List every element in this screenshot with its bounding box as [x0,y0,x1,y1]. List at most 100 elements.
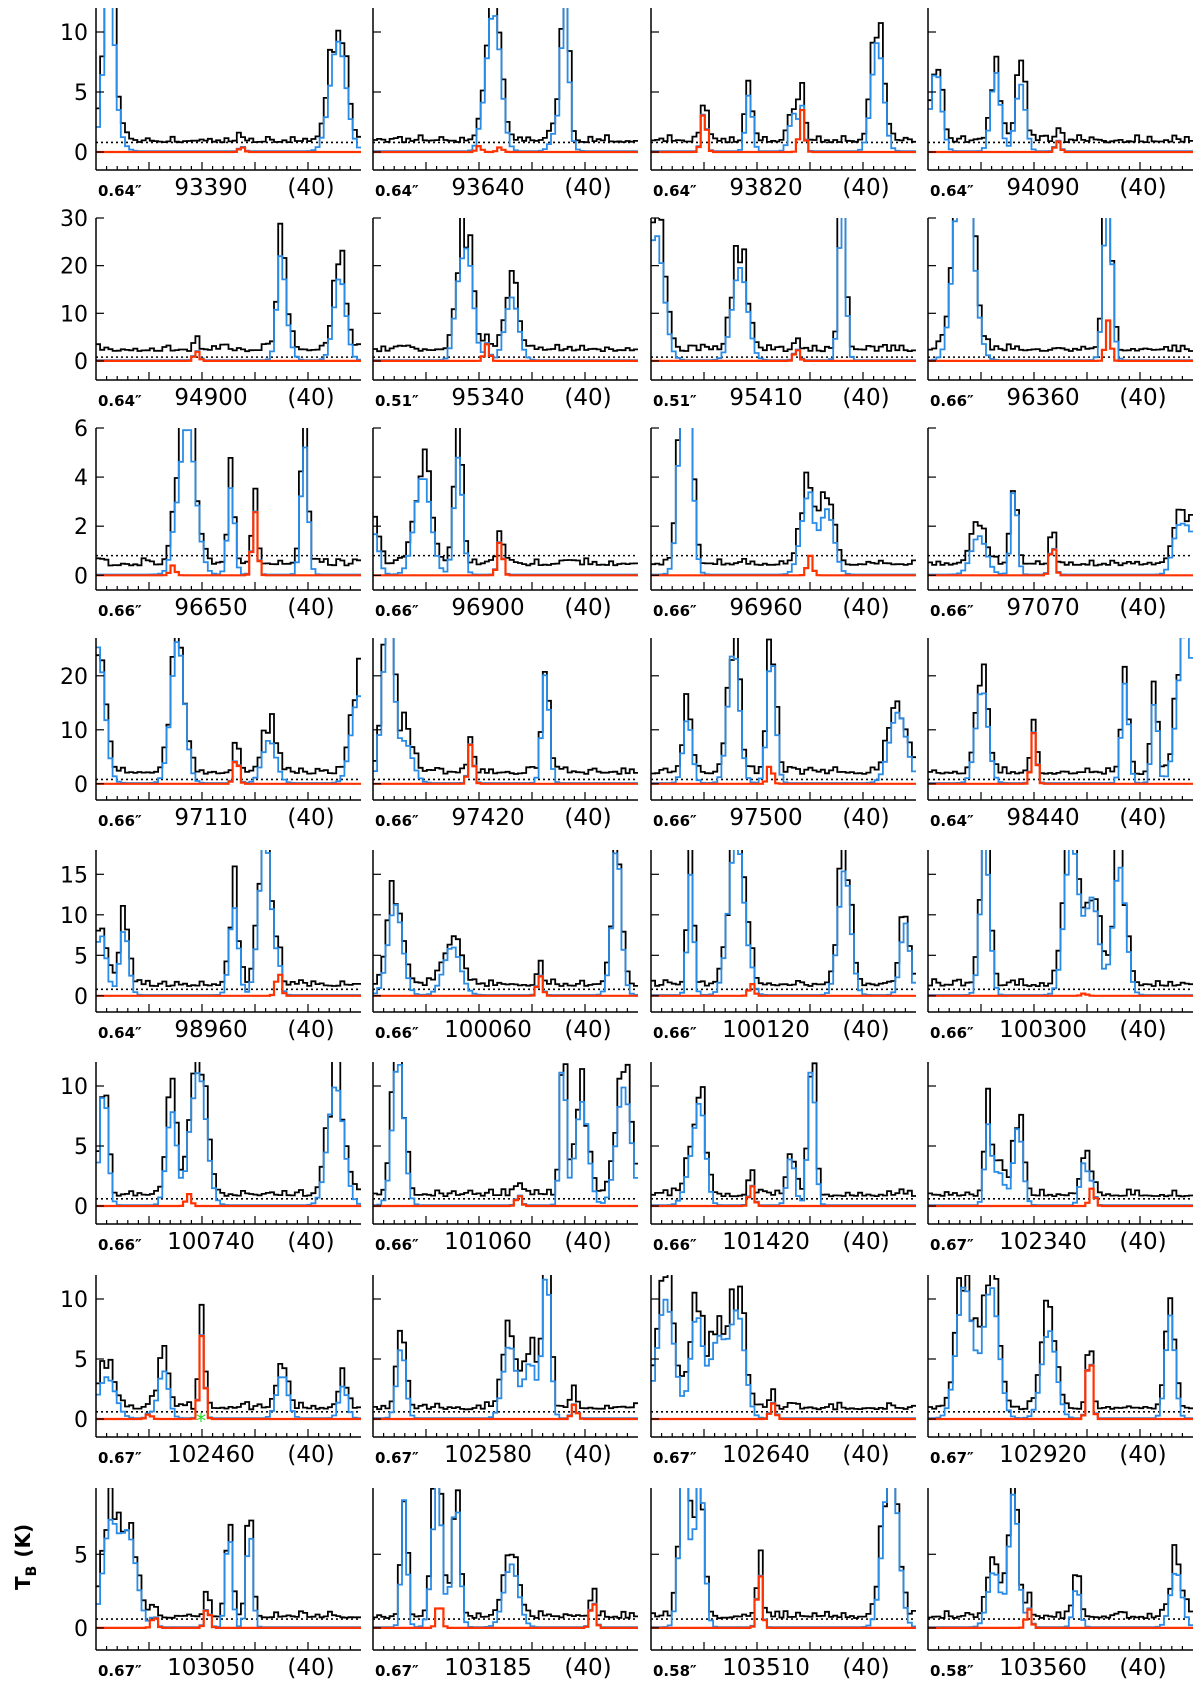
y-tick-label: 5 [74,81,88,106]
panel-94090: 0.64″ 94090 (40) [927,8,1193,201]
y-tick-label: 0 [74,350,88,375]
panel-103510: 0.58″ 103510 (40) [650,1488,916,1681]
width-label: (40) [287,1229,334,1255]
model-all-spectrum [96,850,361,996]
frequency-label: 103050 [167,1655,255,1681]
width-label: (40) [1119,385,1166,411]
model-target-spectrum [96,511,361,577]
y-tick-label: 0 [74,141,88,166]
width-label: (40) [287,595,334,621]
resolution-label: 0.51″ [375,392,419,410]
observed-spectrum [928,638,1182,775]
resolution-label: 0.67″ [98,1662,142,1680]
resolution-label: 0.67″ [375,1662,419,1680]
panel-101420: 0.66″ 101420 (40) [650,1062,916,1255]
model-target-spectrum [651,1185,916,1208]
model-target-spectrum [651,1575,916,1629]
model-target-spectrum [96,146,361,154]
model-target-spectrum [928,319,1193,362]
panel-93390: 0 5 10 0.64″ 93390 (40) [60,8,361,201]
width-label: (40) [564,1229,611,1255]
model-target-spectrum [928,992,1193,997]
model-all-spectrum [96,429,361,576]
panel-102340: 0.67″ 102340 (40) [927,1062,1193,1255]
frequency-label: 103510 [722,1655,810,1681]
y-tick-label: 0 [74,1617,88,1642]
frequency-label: 93390 [174,175,247,201]
observed-spectrum [373,218,638,353]
frequency-label: 97500 [729,805,802,831]
model-all-spectrum [96,8,361,153]
width-label: (40) [1119,1655,1166,1681]
resolution-label: 0.64″ [98,182,142,200]
resolution-label: 0.67″ [653,1449,697,1467]
panel-93820: 0.64″ 93820 (40) [650,8,916,201]
resolution-label: 0.64″ [930,182,974,200]
frequency-label: 98960 [174,1017,247,1043]
observed-spectrum [928,55,1193,144]
model-target-spectrum [651,983,916,997]
model-all-spectrum [96,1072,361,1207]
width-label: (40) [287,1017,334,1043]
observed-spectrum [928,490,1193,567]
y-axis-title-main: T [11,1576,35,1590]
model-all-spectrum [373,1064,638,1207]
model-target-spectrum [928,140,1193,154]
width-label: (40) [842,1442,889,1468]
frequency-label: 95410 [729,385,802,411]
panel-102640: 0.67″ 102640 (40) [650,1275,916,1468]
width-label: (40) [1119,1442,1166,1468]
y-tick-label: 20 [60,665,88,690]
observed-spectrum [96,638,361,775]
model-target-spectrum [96,350,361,362]
panel-100060: 0.66″ 100060 (40) [372,850,638,1043]
frequency-label: 100300 [999,1017,1087,1043]
model-target-spectrum [373,541,638,577]
y-tick-label: 10 [60,904,88,929]
frequency-label: 97110 [174,805,247,831]
line-marker: * [196,1409,206,1433]
observed-spectrum [373,638,638,775]
model-target-spectrum [928,1187,1193,1208]
resolution-label: 0.66″ [930,602,974,620]
panel-100300: 0.66″ 100300 (40) [927,850,1193,1043]
panel-98960: 0 5 10 15 0.64″ 98960 (40) [60,850,361,1043]
model-target-spectrum [96,761,361,785]
panel-93640: 0.64″ 93640 (40) [372,8,638,201]
model-all-spectrum [651,428,916,576]
width-label: (40) [564,805,611,831]
model-target-spectrum [373,343,638,362]
width-label: (40) [842,175,889,201]
resolution-label: 0.67″ [930,1236,974,1254]
model-all-spectrum [928,218,1193,361]
y-tick-label: 6 [74,417,88,442]
resolution-label: 0.66″ [98,812,142,830]
observed-spectrum [928,1488,1193,1620]
observed-spectrum [96,1062,361,1197]
frequency-label: 102920 [999,1442,1087,1468]
model-all-spectrum [96,641,361,784]
y-tick-label: 0 [74,985,88,1010]
model-all-spectrum [373,638,638,784]
model-all-spectrum [373,852,638,996]
y-tick-label: 4 [74,466,88,491]
width-label: (40) [287,175,334,201]
width-label: (40) [842,385,889,411]
panel-103560: 0.58″ 103560 (40) [927,1488,1193,1681]
y-tick-label: 0 [74,1408,88,1433]
panel-96360: 0.66″ 96360 (40) [927,217,1193,411]
panel-98440: 0.64″ 98440 (40) [927,638,1193,831]
y-tick-label: 15 [60,863,88,888]
width-label: (40) [287,1442,334,1468]
observed-spectrum [651,638,916,775]
observed-spectrum [651,218,916,353]
model-target-spectrum [96,973,361,997]
frequency-label: 100120 [722,1017,810,1043]
width-label: (40) [287,385,334,411]
resolution-label: 0.64″ [375,182,419,200]
y-axis-title-sub: B [24,1566,40,1577]
observed-spectrum [651,428,916,566]
frequency-label: 101060 [444,1229,532,1255]
model-all-spectrum [651,218,916,361]
